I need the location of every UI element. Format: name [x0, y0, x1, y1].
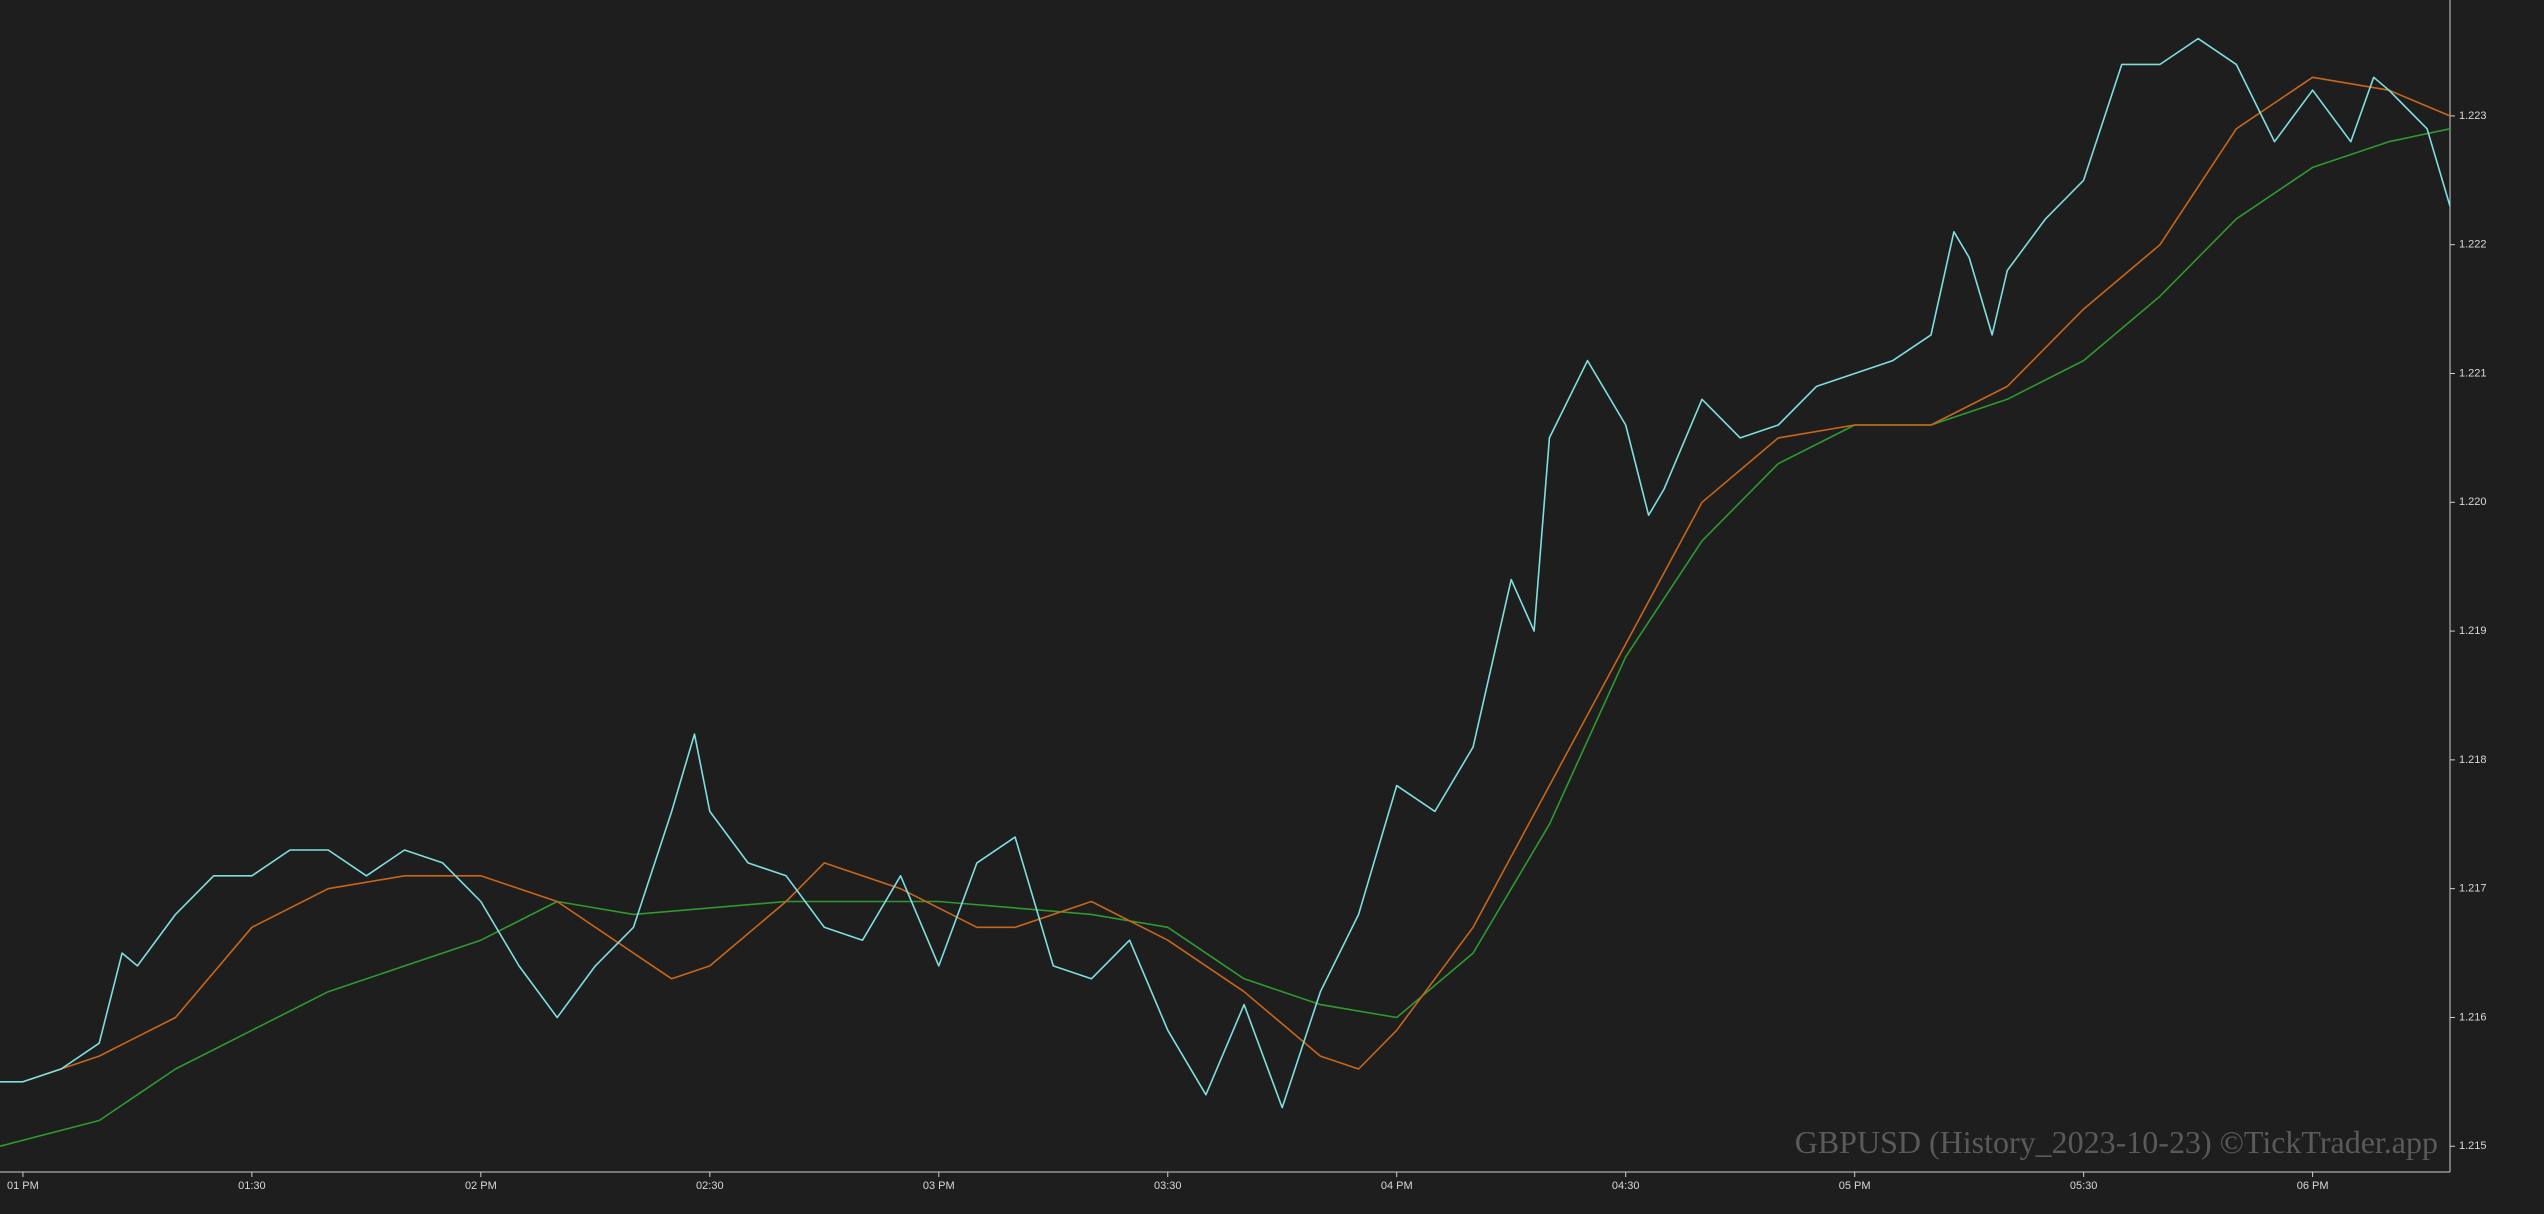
x-tick-label: 02:30	[696, 1180, 724, 1192]
x-tick-label: 03 PM	[923, 1180, 955, 1192]
y-tick-label: 1.216	[2459, 1011, 2487, 1023]
x-tick-label: 02 PM	[465, 1180, 497, 1192]
x-tick-label: 04 PM	[1381, 1180, 1413, 1192]
y-tick-label: 1.217	[2459, 883, 2487, 895]
x-tick-label: 04:30	[1612, 1180, 1640, 1192]
x-tick-label: 03:30	[1154, 1180, 1182, 1192]
price-line	[22, 76, 2451, 1083]
watermark: GBPUSD (History_2023-10-23) ©TickTrader.…	[1795, 1124, 2438, 1160]
price-line	[0, 37, 2451, 1109]
y-tick-label: 1.222	[2459, 239, 2487, 251]
y-tick-label: 1.223	[2459, 110, 2487, 122]
plot-area	[0, 37, 2451, 1147]
x-tick-label: 06 PM	[2297, 1180, 2329, 1192]
x-tick-label: 05:30	[2070, 1180, 2098, 1192]
y-tick-label: 1.215	[2459, 1140, 2487, 1152]
x-tick-label: 01:30	[238, 1180, 266, 1192]
y-tick-label: 1.220	[2459, 496, 2487, 508]
y-tick-label: 1.219	[2459, 625, 2487, 637]
price-line	[0, 128, 2451, 1147]
x-tick-label: 05 PM	[1839, 1180, 1871, 1192]
x-tick-label: 01 PM	[7, 1180, 39, 1192]
y-tick-label: 1.221	[2459, 367, 2487, 379]
ticks: 1.215 1.216 1.217 1.218 1.219 1.220 1.221 1.222…	[7, 110, 2487, 1192]
y-tick-label: 1.218	[2459, 754, 2487, 766]
